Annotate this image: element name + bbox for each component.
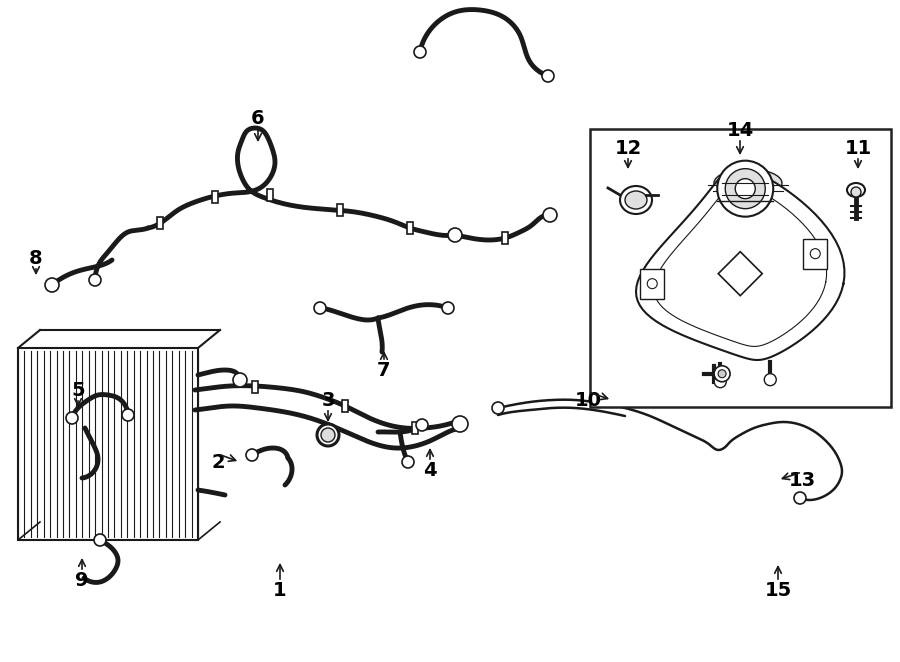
Text: 10: 10 <box>574 391 601 410</box>
Ellipse shape <box>714 169 782 197</box>
Bar <box>266 189 274 201</box>
Circle shape <box>414 46 426 58</box>
Text: 1: 1 <box>274 581 287 600</box>
Circle shape <box>714 366 730 382</box>
Bar <box>412 422 418 434</box>
Circle shape <box>94 534 106 546</box>
Ellipse shape <box>317 424 339 446</box>
Bar <box>407 222 413 234</box>
Circle shape <box>45 278 59 292</box>
Text: 8: 8 <box>29 248 43 267</box>
Bar <box>590 129 891 407</box>
Bar <box>803 239 827 269</box>
Circle shape <box>233 373 247 387</box>
Text: 9: 9 <box>76 571 89 589</box>
Circle shape <box>543 208 557 222</box>
Circle shape <box>715 375 726 388</box>
Bar <box>342 401 348 412</box>
Text: 12: 12 <box>615 138 642 158</box>
Text: 3: 3 <box>321 391 335 410</box>
Circle shape <box>851 187 861 197</box>
Circle shape <box>122 409 134 421</box>
Circle shape <box>810 249 820 259</box>
Bar <box>212 191 218 203</box>
Bar <box>337 205 343 216</box>
Bar <box>157 217 163 228</box>
Circle shape <box>66 412 78 424</box>
Text: 2: 2 <box>212 453 225 471</box>
Text: 6: 6 <box>251 109 265 128</box>
Ellipse shape <box>712 190 784 210</box>
Circle shape <box>416 419 428 431</box>
Ellipse shape <box>625 191 647 209</box>
Circle shape <box>647 279 657 289</box>
Text: 14: 14 <box>726 120 753 140</box>
Circle shape <box>717 161 773 216</box>
Circle shape <box>452 416 468 432</box>
Bar <box>502 232 508 244</box>
Circle shape <box>718 370 726 378</box>
Ellipse shape <box>321 428 335 442</box>
Text: 13: 13 <box>788 471 815 489</box>
Bar <box>252 381 258 393</box>
Circle shape <box>448 228 462 242</box>
Circle shape <box>246 449 258 461</box>
Bar <box>18 348 198 540</box>
Circle shape <box>89 274 101 286</box>
Circle shape <box>725 169 765 209</box>
Ellipse shape <box>708 166 788 204</box>
Circle shape <box>794 492 806 504</box>
Text: 4: 4 <box>423 461 436 479</box>
Text: 7: 7 <box>377 361 391 379</box>
Circle shape <box>542 70 554 82</box>
Bar <box>640 269 664 299</box>
Ellipse shape <box>620 186 652 214</box>
Circle shape <box>402 456 414 468</box>
Text: 5: 5 <box>71 381 85 399</box>
Ellipse shape <box>847 183 865 197</box>
Circle shape <box>314 302 326 314</box>
Polygon shape <box>636 168 844 360</box>
Circle shape <box>764 373 776 386</box>
Circle shape <box>735 179 755 199</box>
Circle shape <box>442 302 454 314</box>
Circle shape <box>492 402 504 414</box>
Text: 15: 15 <box>764 581 792 600</box>
Circle shape <box>743 180 753 190</box>
Text: 11: 11 <box>844 138 871 158</box>
